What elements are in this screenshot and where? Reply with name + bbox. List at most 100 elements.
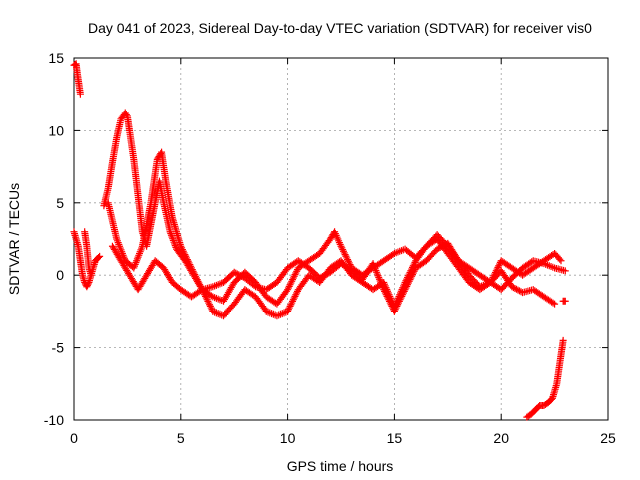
x-axis-label: GPS time / hours	[287, 458, 394, 474]
data-point	[439, 242, 447, 250]
data-point	[342, 252, 350, 260]
data-point	[193, 276, 201, 284]
data-point	[203, 296, 211, 304]
data-point	[341, 251, 349, 259]
data-point	[285, 282, 293, 290]
data-point	[286, 281, 294, 289]
data-point	[286, 302, 294, 310]
data-point	[509, 284, 517, 292]
data-point	[383, 292, 391, 300]
y-tick-label: 0	[56, 267, 64, 283]
data-point	[187, 262, 195, 270]
data-point	[178, 244, 186, 252]
data-point	[188, 266, 196, 274]
data-point	[401, 286, 409, 294]
data-point	[96, 252, 104, 260]
data-point	[391, 306, 399, 314]
data-point	[387, 301, 395, 309]
series-track-a	[70, 60, 84, 98]
data-point	[201, 292, 209, 300]
data-point	[320, 272, 328, 280]
data-point	[343, 254, 351, 262]
data-point	[186, 261, 194, 269]
data-point	[493, 265, 501, 273]
data-point	[339, 246, 347, 254]
data-point	[195, 279, 203, 287]
data-point	[290, 294, 298, 302]
data-point	[492, 267, 500, 275]
data-point	[238, 272, 246, 280]
data-point	[557, 257, 565, 265]
data-point	[293, 289, 301, 297]
data-point	[489, 273, 497, 281]
data-point	[394, 301, 402, 309]
data-point	[491, 270, 499, 278]
data-point	[433, 245, 441, 253]
data-point	[393, 302, 401, 310]
data-point	[185, 259, 193, 267]
data-point	[410, 267, 418, 275]
data-point	[206, 301, 214, 309]
data-point	[316, 274, 324, 282]
x-tick-label: 15	[387, 430, 403, 446]
data-point	[549, 299, 557, 307]
data-point	[516, 287, 524, 295]
data-point	[284, 284, 292, 292]
data-point	[395, 297, 403, 305]
data-point	[491, 268, 499, 276]
series-track-f	[108, 239, 569, 315]
data-point	[323, 270, 331, 278]
data-point	[196, 281, 204, 289]
data-point	[95, 253, 103, 261]
data-point	[289, 274, 297, 282]
data-point	[207, 304, 215, 312]
data-point	[250, 282, 258, 290]
data-point	[84, 280, 92, 288]
data-point	[561, 297, 569, 305]
y-tick-labels: -10 -5 0 5 10 15	[44, 50, 64, 428]
data-point	[287, 279, 295, 287]
data-point	[384, 294, 392, 302]
x-tick-label: 20	[493, 430, 509, 446]
data-point	[397, 294, 405, 302]
data-point	[183, 256, 191, 264]
series-track-b	[70, 228, 95, 291]
data-point	[409, 269, 417, 277]
data-point	[494, 263, 502, 271]
data-point	[345, 259, 353, 267]
data-point	[408, 272, 416, 280]
data-point	[508, 283, 516, 291]
data-point	[289, 296, 297, 304]
data-point	[561, 267, 569, 275]
data-point	[183, 254, 191, 262]
data-point	[490, 272, 498, 280]
data-point	[287, 301, 295, 309]
data-point	[559, 336, 567, 344]
x-tick-label: 25	[600, 430, 616, 446]
data-point	[177, 242, 185, 250]
data-point	[202, 294, 210, 302]
data-point	[390, 307, 398, 315]
series-track-h	[559, 297, 569, 305]
data-point	[179, 247, 187, 255]
data-point	[404, 279, 412, 287]
x-tick-label: 10	[280, 430, 296, 446]
series-track-g	[523, 336, 567, 421]
data-point	[551, 300, 559, 308]
data-point	[236, 272, 244, 280]
data-point	[289, 297, 297, 305]
data-point	[232, 269, 240, 277]
data-point	[400, 287, 408, 295]
data-point	[192, 274, 200, 282]
data-point	[289, 276, 297, 284]
data-point	[438, 243, 446, 251]
data-point	[191, 271, 199, 279]
data-point	[340, 249, 348, 257]
y-tick-label: 10	[48, 122, 64, 138]
data-point	[184, 257, 192, 265]
data-point	[385, 296, 393, 304]
data-point	[290, 272, 298, 280]
data-point	[319, 272, 327, 280]
data-point	[194, 277, 202, 285]
